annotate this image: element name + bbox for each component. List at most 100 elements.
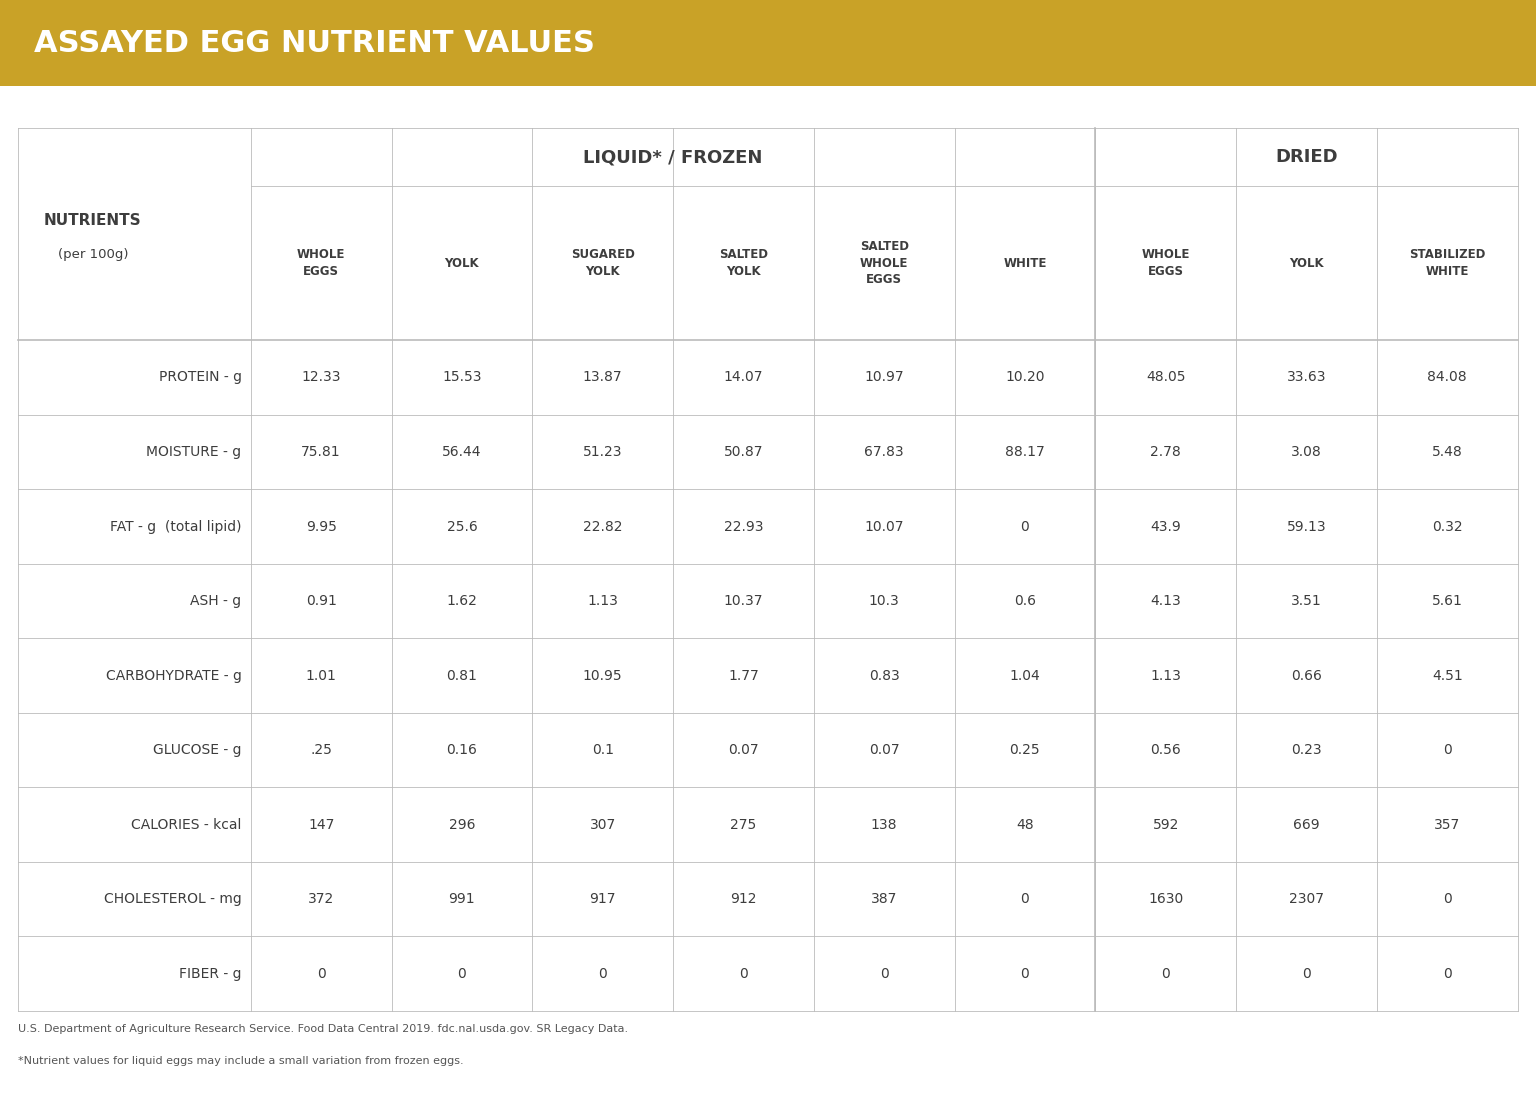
Text: 0: 0	[1161, 966, 1170, 981]
Text: 14.07: 14.07	[723, 371, 763, 384]
Text: 357: 357	[1435, 818, 1461, 831]
Text: 5.48: 5.48	[1432, 445, 1462, 459]
Text: 0.83: 0.83	[869, 669, 900, 682]
Text: 4.51: 4.51	[1432, 669, 1462, 682]
Text: 917: 917	[590, 892, 616, 906]
Text: 296: 296	[449, 818, 475, 831]
Text: 33.63: 33.63	[1287, 371, 1326, 384]
Text: 0: 0	[1442, 966, 1452, 981]
Text: 0.32: 0.32	[1432, 519, 1462, 534]
Text: 147: 147	[309, 818, 335, 831]
Text: 669: 669	[1293, 818, 1319, 831]
Text: (per 100g): (per 100g)	[57, 248, 127, 261]
Text: 0: 0	[1303, 966, 1310, 981]
Text: 10.97: 10.97	[865, 371, 905, 384]
Text: 10.20: 10.20	[1005, 371, 1044, 384]
Text: *Nutrient values for liquid eggs may include a small variation from frozen eggs.: *Nutrient values for liquid eggs may inc…	[18, 1056, 464, 1066]
Text: FIBER - g: FIBER - g	[180, 966, 241, 981]
Bar	[0, 0, 1536, 86]
Text: WHITE: WHITE	[1003, 257, 1046, 269]
Text: 10.95: 10.95	[582, 669, 622, 682]
Text: 0: 0	[1442, 892, 1452, 906]
Text: GLUCOSE - g: GLUCOSE - g	[154, 743, 241, 757]
Text: 22.93: 22.93	[723, 519, 763, 534]
Text: SALTED
WHOLE
EGGS: SALTED WHOLE EGGS	[860, 240, 909, 286]
Text: 387: 387	[871, 892, 897, 906]
Text: DRIED: DRIED	[1275, 149, 1338, 166]
Text: FAT - g  (total lipid): FAT - g (total lipid)	[111, 519, 241, 534]
Text: ASH - g: ASH - g	[190, 594, 241, 608]
Text: 138: 138	[871, 818, 897, 831]
Text: CALORIES - kcal: CALORIES - kcal	[131, 818, 241, 831]
Text: 0.07: 0.07	[869, 743, 900, 757]
Text: 592: 592	[1152, 818, 1178, 831]
Text: 56.44: 56.44	[442, 445, 482, 459]
Text: SUGARED
YOLK: SUGARED YOLK	[571, 248, 634, 278]
Text: PROTEIN - g: PROTEIN - g	[158, 371, 241, 384]
Text: 50.87: 50.87	[723, 445, 763, 459]
Text: SALTED
YOLK: SALTED YOLK	[719, 248, 768, 278]
Text: 0: 0	[599, 966, 607, 981]
Text: 13.87: 13.87	[582, 371, 622, 384]
Text: 5.61: 5.61	[1432, 594, 1462, 608]
Text: 0.1: 0.1	[591, 743, 614, 757]
Text: 25.6: 25.6	[447, 519, 478, 534]
Text: 51.23: 51.23	[584, 445, 622, 459]
Text: LIQUID* / FROZEN: LIQUID* / FROZEN	[584, 149, 763, 166]
Text: YOLK: YOLK	[444, 257, 479, 269]
Text: 75.81: 75.81	[301, 445, 341, 459]
Text: 84.08: 84.08	[1427, 371, 1467, 384]
Text: 0: 0	[1020, 519, 1029, 534]
Text: 2.78: 2.78	[1150, 445, 1181, 459]
Text: 0: 0	[316, 966, 326, 981]
Text: NUTRIENTS: NUTRIENTS	[45, 213, 141, 229]
Text: 0: 0	[458, 966, 467, 981]
Text: 1.77: 1.77	[728, 669, 759, 682]
Text: 0.81: 0.81	[447, 669, 478, 682]
Text: 4.13: 4.13	[1150, 594, 1181, 608]
Text: 48.05: 48.05	[1146, 371, 1186, 384]
Text: CARBOHYDRATE - g: CARBOHYDRATE - g	[106, 669, 241, 682]
Text: 0.56: 0.56	[1150, 743, 1181, 757]
Text: 307: 307	[590, 818, 616, 831]
Text: 1.13: 1.13	[1150, 669, 1181, 682]
Text: 0.91: 0.91	[306, 594, 336, 608]
Text: 0.23: 0.23	[1292, 743, 1322, 757]
Text: 0: 0	[1442, 743, 1452, 757]
Text: MOISTURE - g: MOISTURE - g	[146, 445, 241, 459]
Text: 48: 48	[1017, 818, 1034, 831]
Text: .25: .25	[310, 743, 332, 757]
Text: 43.9: 43.9	[1150, 519, 1181, 534]
Text: 912: 912	[730, 892, 757, 906]
Text: 88.17: 88.17	[1005, 445, 1044, 459]
Text: 0: 0	[739, 966, 748, 981]
Text: 10.3: 10.3	[869, 594, 900, 608]
Text: 1630: 1630	[1147, 892, 1183, 906]
Text: ASSAYED EGG NUTRIENT VALUES: ASSAYED EGG NUTRIENT VALUES	[34, 29, 594, 57]
Text: 12.33: 12.33	[301, 371, 341, 384]
Text: 10.37: 10.37	[723, 594, 763, 608]
Text: 0.16: 0.16	[447, 743, 478, 757]
Text: 991: 991	[449, 892, 475, 906]
Text: 2307: 2307	[1289, 892, 1324, 906]
Text: 0: 0	[1020, 892, 1029, 906]
Text: 0: 0	[1020, 966, 1029, 981]
Text: 1.01: 1.01	[306, 669, 336, 682]
Text: CHOLESTEROL - mg: CHOLESTEROL - mg	[104, 892, 241, 906]
Text: 0: 0	[880, 966, 888, 981]
Text: 10.07: 10.07	[865, 519, 903, 534]
Text: WHOLE
EGGS: WHOLE EGGS	[1141, 248, 1190, 278]
Text: 3.51: 3.51	[1292, 594, 1322, 608]
Text: WHOLE
EGGS: WHOLE EGGS	[296, 248, 346, 278]
Text: 275: 275	[730, 818, 757, 831]
Text: 67.83: 67.83	[865, 445, 905, 459]
Text: 1.04: 1.04	[1009, 669, 1040, 682]
Text: 1.62: 1.62	[447, 594, 478, 608]
Text: 0.66: 0.66	[1290, 669, 1322, 682]
Text: 0.07: 0.07	[728, 743, 759, 757]
Text: 3.08: 3.08	[1292, 445, 1322, 459]
Text: 1.13: 1.13	[587, 594, 617, 608]
Text: 9.95: 9.95	[306, 519, 336, 534]
Text: 15.53: 15.53	[442, 371, 482, 384]
Text: 0.25: 0.25	[1009, 743, 1040, 757]
